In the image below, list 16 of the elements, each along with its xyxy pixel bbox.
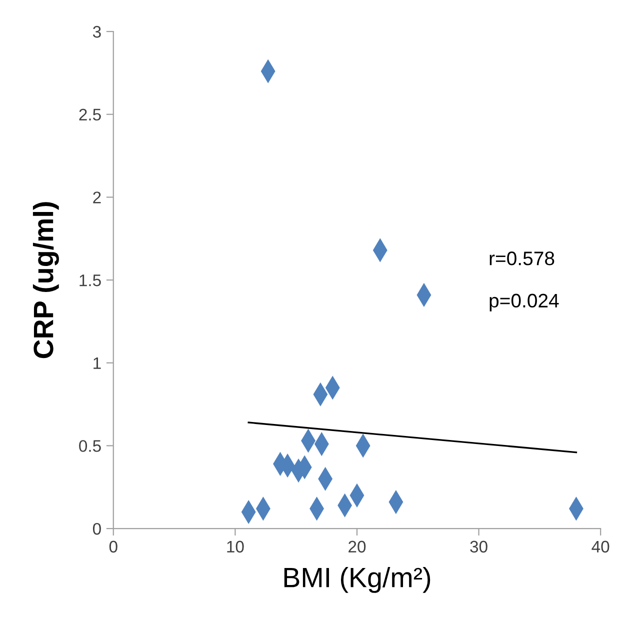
y-tick-label: 0.5: [79, 440, 101, 452]
y-tick-label: 2.5: [79, 108, 101, 121]
annotation: r=0.578: [490, 252, 554, 266]
x-tick-label: 20: [348, 540, 366, 553]
annotation: p=0.024: [490, 294, 559, 312]
y-tick-label: 2: [93, 192, 101, 204]
x-tick-label: 40: [592, 540, 610, 553]
y-tick-label: 3: [92, 26, 101, 38]
x-tick-label: 10: [227, 540, 244, 553]
y-tick-label: 0: [92, 522, 101, 535]
y-axis-title: CRP (ug/ml): [32, 202, 59, 358]
y-tick-label: 1.5: [80, 274, 101, 286]
y-tick-label: 1: [94, 357, 101, 369]
x-tick-label: 0: [109, 540, 118, 553]
x-axis-title: BMI (Kg/m²): [284, 567, 430, 593]
x-tick-label: 30: [470, 540, 488, 553]
